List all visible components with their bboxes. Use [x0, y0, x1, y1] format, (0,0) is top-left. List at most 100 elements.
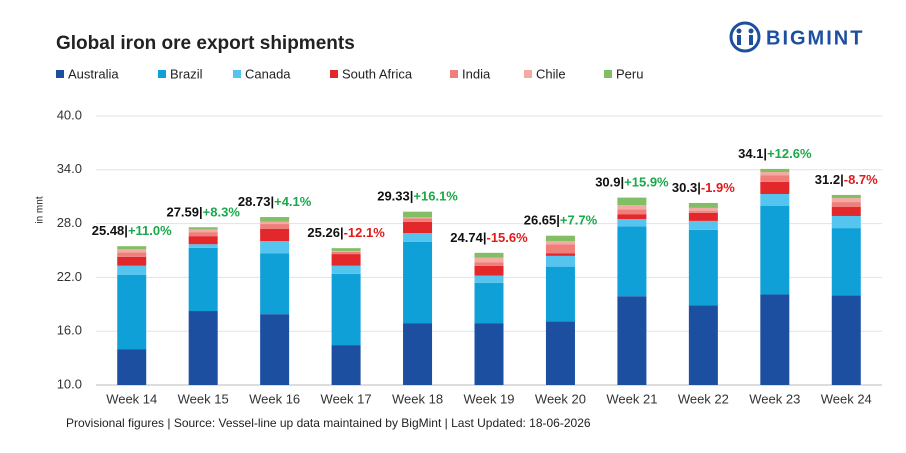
bar-segment — [117, 252, 147, 257]
bar-segment — [260, 228, 290, 242]
x-tick-label: Week 17 — [321, 391, 372, 406]
bar-segment — [188, 229, 218, 233]
change-label: +11.0% — [128, 224, 172, 239]
y-tick-label: 28.0 — [57, 215, 82, 230]
total-label: 28.73|+4.1% — [238, 194, 312, 209]
bar-segment — [831, 228, 861, 296]
x-tick-label: Week 19 — [463, 391, 514, 406]
bar-segment — [188, 236, 218, 245]
total-label: 24.74|-15.6% — [450, 230, 528, 245]
separator: | — [483, 230, 487, 245]
total-value: 25.48 — [92, 224, 125, 239]
bar-segment — [260, 217, 290, 222]
bar-segment — [117, 246, 147, 250]
x-tick-label: Week 20 — [535, 391, 586, 406]
bar-segment — [760, 294, 790, 385]
bar-segment — [260, 253, 290, 315]
bar-segment — [831, 207, 861, 216]
legend-swatch — [450, 70, 458, 78]
logo-ring — [729, 21, 761, 53]
bar-segment — [545, 266, 575, 322]
bar-segment — [545, 235, 575, 242]
bar-segment — [331, 345, 361, 385]
y-tick-label: 40.0 — [57, 107, 82, 122]
total-label: 25.26|-12.1% — [307, 226, 385, 241]
bar-segment — [688, 207, 718, 212]
legend-label: Peru — [616, 66, 643, 81]
separator: | — [621, 175, 625, 190]
bar-segment — [117, 349, 147, 385]
x-tick-label: Week 23 — [749, 391, 800, 406]
x-tick-label: Week 22 — [678, 391, 729, 406]
total-label: 31.2|-8.7% — [815, 172, 878, 187]
x-tick-label: Week 14 — [106, 391, 157, 406]
bar-segment — [688, 202, 718, 208]
legend-swatch — [524, 70, 532, 78]
bar-segment — [474, 262, 504, 266]
bar-segment — [760, 172, 790, 176]
logo-bar — [737, 35, 741, 45]
bar-segment — [617, 197, 647, 206]
bar-segment — [117, 249, 147, 253]
bar-segment — [331, 250, 361, 252]
footnote: Provisional figures | Source: Vessel-lin… — [66, 416, 591, 430]
bar-segment — [403, 217, 433, 219]
bar-segment — [545, 321, 575, 385]
bar-segment — [403, 218, 433, 222]
bar-segment — [403, 233, 433, 242]
x-tick-label: Week 24 — [821, 391, 872, 406]
change-label: +7.7% — [560, 213, 598, 228]
separator: | — [697, 180, 701, 195]
y-tick-label: 16.0 — [57, 323, 82, 338]
total-value: 34.1 — [738, 146, 763, 161]
bar-segment — [831, 215, 861, 229]
separator: | — [840, 172, 844, 187]
legend-label: Canada — [245, 66, 291, 81]
bar-segment — [117, 256, 147, 266]
total-value: 25.26 — [307, 226, 340, 241]
change-label: -8.7% — [844, 172, 878, 187]
bar-segment — [403, 323, 433, 385]
bar-segment — [545, 255, 575, 267]
bar-segment — [403, 241, 433, 324]
bar-segment — [117, 265, 147, 275]
legend-label: India — [462, 66, 491, 81]
bar-segment — [688, 305, 718, 385]
total-label: 34.1|+12.6% — [738, 146, 812, 161]
total-label: 27.59|+8.3% — [166, 205, 240, 220]
change-label: -12.1% — [344, 226, 386, 241]
bar-segment — [831, 198, 861, 203]
bar-segment — [617, 296, 647, 385]
bar-segment — [260, 241, 290, 254]
total-label: 29.33|+16.1% — [377, 189, 458, 204]
bar-segment — [474, 275, 504, 283]
total-value: 30.9 — [595, 175, 620, 190]
separator: | — [270, 194, 274, 209]
separator: | — [410, 189, 414, 204]
legend-swatch — [604, 70, 612, 78]
change-label: +8.3% — [203, 205, 241, 220]
separator: | — [199, 205, 203, 220]
bar-segment — [188, 232, 218, 237]
bar-segment — [474, 257, 504, 263]
legend-swatch — [330, 70, 338, 78]
change-label: -15.6% — [486, 230, 528, 245]
y-tick-label: 10.0 — [57, 376, 82, 391]
bar-segment — [331, 254, 361, 266]
bar-segment — [760, 168, 790, 173]
separator: | — [124, 224, 128, 239]
bar-segment — [760, 194, 790, 206]
bar-segment — [760, 175, 790, 182]
total-label: 30.9|+15.9% — [595, 175, 669, 190]
bar-segment — [188, 227, 218, 230]
bar-segment — [688, 220, 718, 230]
brand: BIGMINT — [766, 27, 864, 49]
bar-segment — [760, 205, 790, 295]
bar-segment — [617, 219, 647, 227]
bar-segment — [545, 241, 575, 245]
separator: | — [340, 226, 344, 241]
legend-swatch — [233, 70, 241, 78]
y-tick-label: 34.0 — [57, 161, 82, 176]
y-axis-label: in mnt — [35, 196, 46, 223]
bar-segment — [617, 205, 647, 210]
